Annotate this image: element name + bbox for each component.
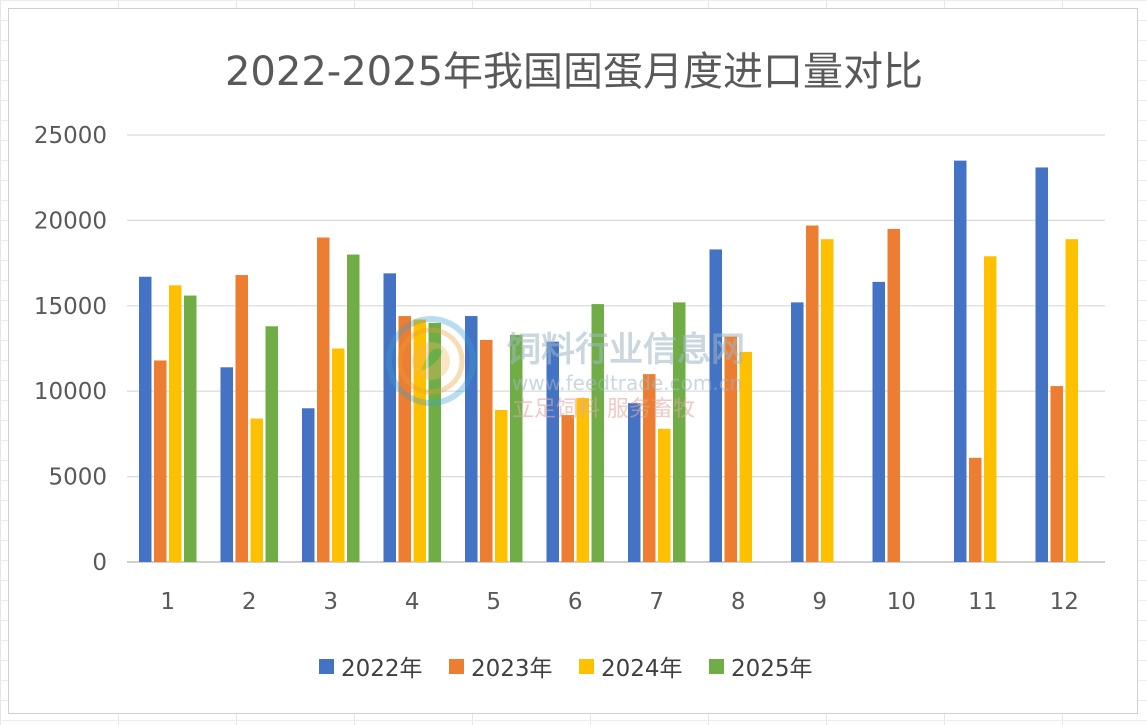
legend-label: 2025年	[731, 656, 813, 682]
x-axis-tick-labels: 1 2 3 4 5 6 7 8 9 10 11 12	[160, 589, 1078, 615]
bar-9-2024年	[821, 239, 834, 563]
bar-9-2023年	[806, 225, 819, 563]
x-tick-label: 6	[568, 589, 583, 615]
bar-7-2023年	[643, 374, 656, 562]
bar-2-2022年	[220, 367, 233, 562]
bar-8-2022年	[709, 249, 722, 562]
legend-swatch	[709, 659, 724, 674]
bar-6-2025年	[591, 304, 604, 562]
x-tick-label: 9	[812, 589, 827, 615]
bar-5-2025年	[510, 334, 523, 562]
chart-title: 2022-2025年我国固蛋月度进口量对比	[225, 49, 923, 95]
bar-8-2023年	[724, 336, 737, 562]
watermark-url: www.feedtrade.com.cn	[512, 371, 742, 395]
bar-11-2023年	[969, 457, 982, 562]
bar-3-2023年	[317, 237, 330, 563]
watermark: 饲料行业信息网 www.feedtrade.com.cn 立足饲料 服务畜牧	[386, 316, 745, 422]
x-tick-label: 5	[486, 589, 501, 615]
legend-label: 2023年	[471, 656, 553, 682]
bar-3-2025年	[347, 254, 360, 562]
legend-label: 2022年	[341, 656, 423, 682]
y-tick-label: 0	[92, 550, 107, 576]
watermark-logo	[386, 316, 476, 406]
x-tick-label: 2	[242, 589, 257, 615]
x-tick-label: 7	[649, 589, 664, 615]
bar-5-2023年	[480, 339, 493, 562]
bar-5-2024年	[495, 409, 508, 562]
bar-12-2024年	[1065, 239, 1078, 563]
x-tick-label: 1	[160, 589, 175, 615]
y-tick-label: 15000	[34, 294, 107, 320]
gridlines	[127, 134, 1105, 563]
bar-2-2023年	[235, 275, 248, 562]
x-tick-label: 12	[1050, 589, 1079, 615]
bar-8-2024年	[739, 351, 752, 562]
bar-3-2024年	[332, 348, 345, 562]
legend-swatch	[449, 659, 464, 674]
bar-11-2024年	[984, 256, 997, 562]
watermark-slogan: 立足饲料 服务畜牧	[512, 397, 695, 422]
x-tick-label: 3	[323, 589, 338, 615]
bar-4-2023年	[398, 316, 411, 562]
bar-10-2023年	[887, 228, 900, 562]
legend-swatch	[579, 659, 594, 674]
chart-area[interactable]: 2022-2025年我国固蛋月度进口量对比 0 5000 10000 15000 200…	[8, 8, 1138, 714]
bar-1-2024年	[169, 285, 182, 562]
x-tick-label: 4	[405, 589, 420, 615]
bar-6-2023年	[561, 415, 574, 562]
x-tick-label: 11	[968, 589, 997, 615]
bar-2-2025年	[265, 326, 278, 562]
bar-1-2023年	[154, 360, 167, 562]
legend: 2022年 2023年 2024年 2025年	[319, 656, 813, 682]
bar-4-2024年	[413, 319, 426, 562]
y-axis-tick-labels: 0 5000 10000 15000 20000 25000	[34, 123, 107, 576]
bar-7-2025年	[673, 302, 686, 562]
bar-1-2022年	[139, 276, 152, 562]
bar-4-2022年	[383, 273, 396, 562]
bar-3-2022年	[302, 408, 315, 562]
x-tick-label: 10	[887, 589, 916, 615]
bar-10-2022年	[872, 281, 885, 562]
bar-5-2022年	[465, 316, 478, 562]
bar-12-2022年	[1035, 167, 1048, 562]
bar-11-2022年	[954, 160, 967, 562]
bar-12-2023年	[1050, 386, 1063, 562]
y-tick-label: 5000	[48, 465, 107, 491]
watermark-title: 饲料行业信息网	[507, 330, 745, 370]
bar-7-2024年	[658, 428, 671, 562]
bar-6-2022年	[546, 341, 559, 562]
x-tick-label: 8	[731, 589, 746, 615]
legend-swatch	[319, 659, 334, 674]
legend-label: 2024年	[601, 656, 683, 682]
y-tick-label: 25000	[34, 123, 107, 149]
chart-canvas: 2022-2025年我国固蛋月度进口量对比 0 5000 10000 15000 200…	[34, 49, 1105, 682]
bar-2-2024年	[250, 418, 263, 562]
bar-4-2025年	[428, 322, 441, 562]
bar-7-2022年	[628, 403, 641, 562]
y-tick-label: 20000	[34, 208, 107, 234]
bar-1-2025年	[184, 295, 197, 562]
bar-6-2024年	[576, 398, 589, 562]
bar-9-2022年	[791, 302, 804, 562]
bars	[139, 160, 1078, 563]
y-tick-label: 10000	[34, 379, 107, 405]
